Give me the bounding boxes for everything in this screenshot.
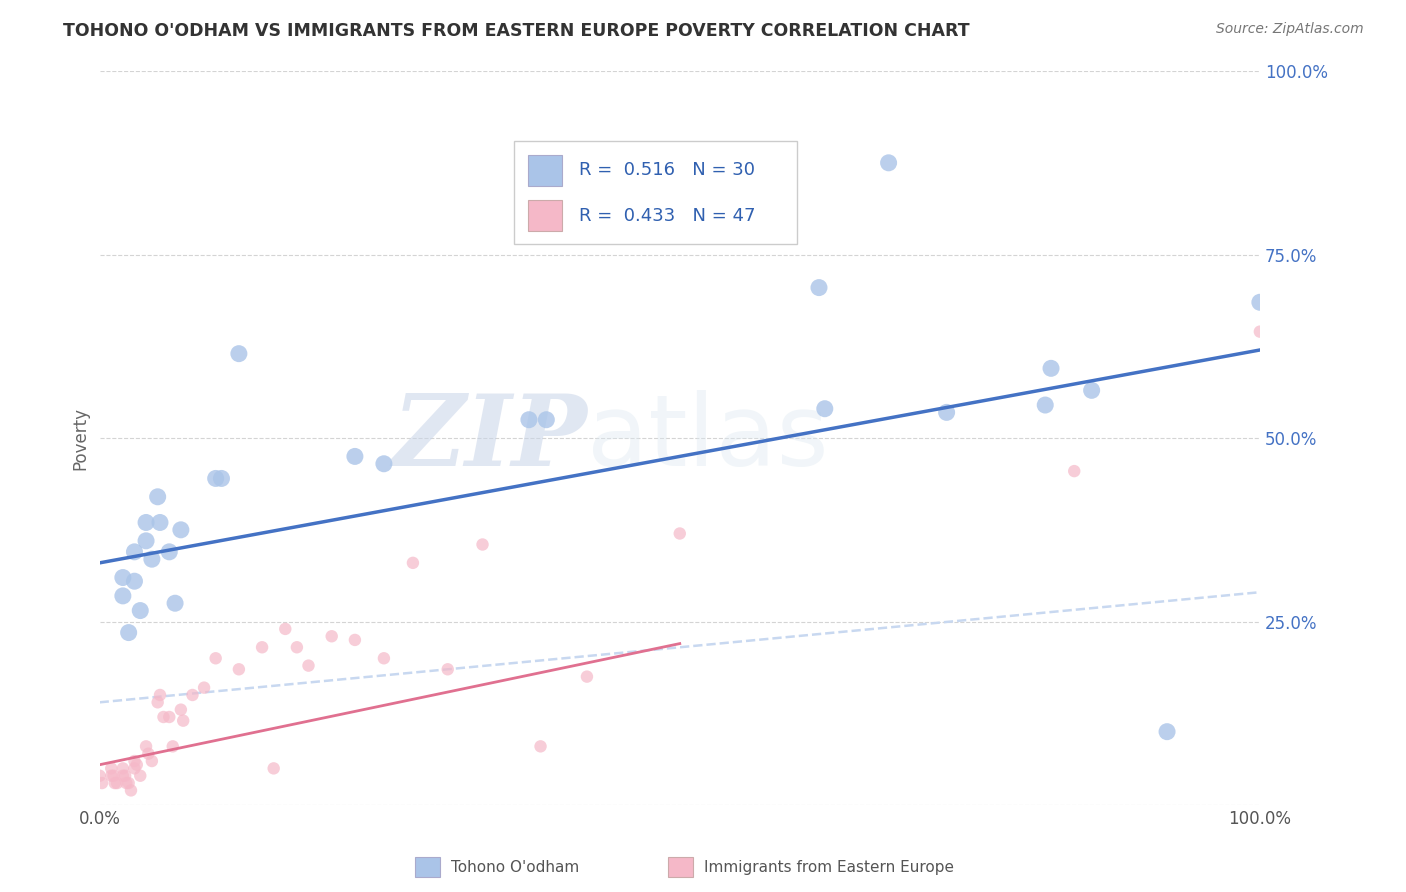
Point: [141, 754, 163, 768]
Point: [135, 533, 157, 548]
Point: [1249, 295, 1271, 310]
Point: [149, 516, 172, 530]
Point: [575, 670, 598, 684]
Point: [343, 450, 366, 464]
Point: [120, 783, 142, 797]
Point: [115, 776, 138, 790]
Point: [100, 761, 122, 775]
Point: [114, 769, 136, 783]
Point: [124, 545, 146, 559]
Text: atlas: atlas: [586, 390, 828, 486]
Point: [152, 710, 174, 724]
Point: [373, 457, 395, 471]
Point: [536, 413, 558, 427]
Point: [111, 570, 134, 584]
Point: [103, 769, 125, 783]
Point: [297, 658, 319, 673]
Point: [250, 640, 273, 655]
Point: [105, 776, 128, 790]
Point: [89, 769, 111, 783]
Point: [165, 596, 187, 610]
Point: [529, 739, 551, 754]
Point: [807, 280, 830, 294]
Point: [436, 662, 458, 676]
Point: [228, 346, 250, 360]
Point: [402, 556, 425, 570]
Point: [157, 710, 180, 724]
Text: Tohono O'odham: Tohono O'odham: [451, 860, 579, 874]
Text: Source: ZipAtlas.com: Source: ZipAtlas.com: [1216, 22, 1364, 37]
Text: R =  0.516   N = 30: R = 0.516 N = 30: [579, 161, 755, 179]
Point: [181, 688, 204, 702]
Point: [373, 651, 395, 665]
Point: [285, 640, 308, 655]
Point: [877, 156, 900, 170]
Point: [157, 545, 180, 559]
Point: [274, 622, 297, 636]
Point: [321, 629, 343, 643]
Point: [141, 552, 163, 566]
Point: [1080, 384, 1102, 398]
Point: [263, 761, 285, 775]
Point: [124, 754, 146, 768]
Point: [111, 589, 134, 603]
Text: TOHONO O'ODHAM VS IMMIGRANTS FROM EASTERN EUROPE POVERTY CORRELATION CHART: TOHONO O'ODHAM VS IMMIGRANTS FROM EASTER…: [63, 22, 970, 40]
Point: [146, 490, 169, 504]
Point: [1156, 724, 1178, 739]
Point: [193, 681, 215, 695]
Point: [211, 471, 233, 485]
Point: [135, 516, 157, 530]
Point: [517, 413, 540, 427]
Point: [124, 574, 146, 589]
Point: [91, 776, 114, 790]
Point: [118, 625, 141, 640]
Point: [135, 739, 157, 754]
Point: [668, 526, 690, 541]
Point: [129, 769, 152, 783]
Point: [204, 471, 226, 485]
Point: [471, 537, 494, 551]
Text: Immigrants from Eastern Europe: Immigrants from Eastern Europe: [704, 860, 955, 874]
Point: [814, 401, 837, 416]
Text: ZIP: ZIP: [392, 390, 586, 486]
Point: [1063, 464, 1085, 478]
Point: [172, 714, 194, 728]
Point: [1040, 361, 1063, 376]
Point: [129, 603, 152, 617]
Point: [100, 769, 122, 783]
Point: [204, 651, 226, 665]
Point: [111, 761, 134, 775]
Point: [1033, 398, 1056, 412]
Point: [228, 662, 250, 676]
Point: [125, 757, 148, 772]
Point: [170, 703, 193, 717]
Point: [104, 776, 127, 790]
Point: [935, 405, 957, 419]
Point: [146, 695, 169, 709]
Point: [118, 776, 141, 790]
Text: R =  0.433   N = 47: R = 0.433 N = 47: [579, 207, 755, 225]
Point: [162, 739, 184, 754]
Point: [149, 688, 172, 702]
Point: [111, 769, 134, 783]
Point: [1249, 325, 1271, 339]
Point: [343, 632, 366, 647]
Point: [124, 761, 146, 775]
Point: [170, 523, 193, 537]
Y-axis label: Poverty: Poverty: [72, 407, 89, 469]
Point: [138, 747, 160, 761]
